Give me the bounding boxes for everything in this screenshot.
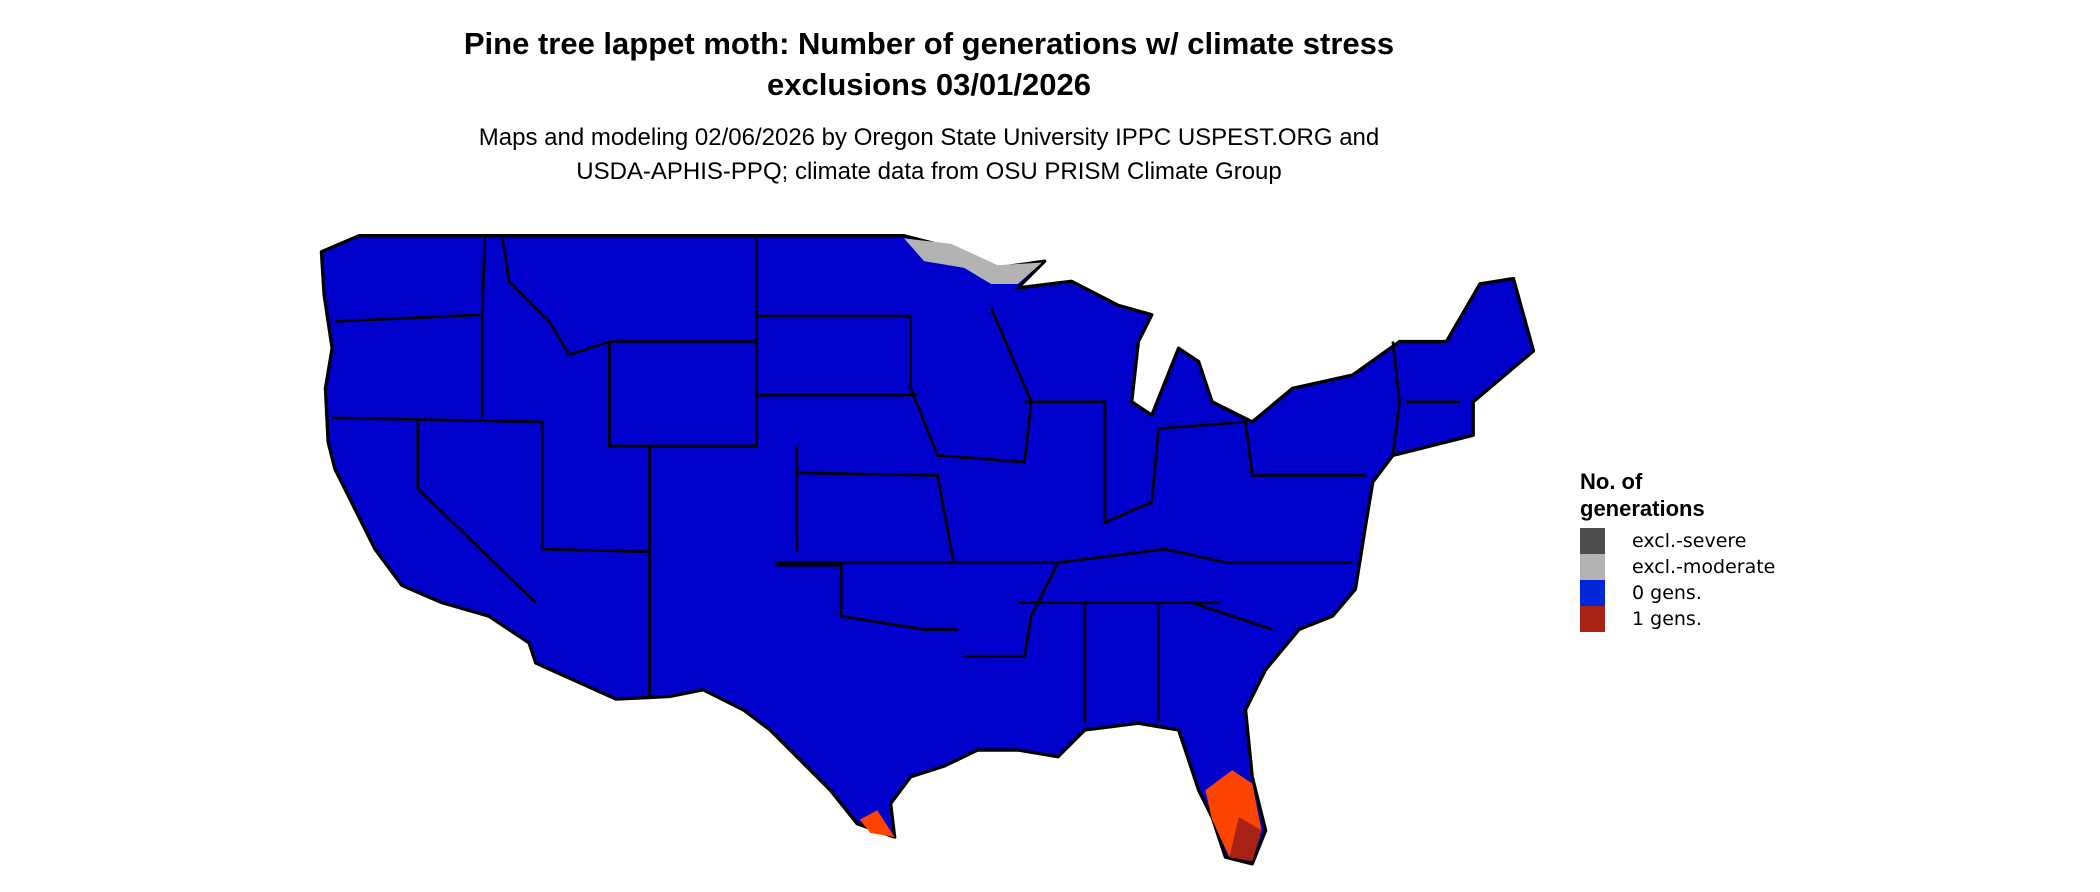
excl-moderate-region: [904, 238, 1042, 284]
legend-title-line2: generations: [1580, 496, 1705, 521]
legend-title-line1: No. of: [1580, 469, 1643, 494]
legend: No. of generations excl.-severe excl.-mod…: [1580, 468, 1775, 632]
map-subtitle-line2: USDA-APHIS-PPQ; climate data from OSU PR…: [576, 158, 1282, 185]
legend-label: excl.-severe: [1632, 530, 1747, 552]
legend-swatch: [1580, 554, 1605, 580]
legend-item: excl.-moderate: [1580, 554, 1775, 580]
legend-item: excl.-severe: [1580, 528, 1775, 554]
legend-item: 0 gens.: [1580, 580, 1775, 606]
legend-label: 1 gens.: [1632, 608, 1702, 630]
legend-label: excl.-moderate: [1632, 556, 1776, 578]
map-title-line2: exclusions 03/01/2026: [766, 67, 1091, 102]
state-borders: [332, 235, 1460, 724]
map-subtitle-line1: Maps and modeling 02/06/2026 by Oregon S…: [478, 124, 1380, 151]
legend-label: 0 gens.: [1632, 582, 1702, 604]
one-gen-florida-dark: [1229, 816, 1262, 862]
legend-swatch: [1580, 528, 1605, 554]
legend-swatch: [1580, 580, 1605, 606]
one-gen-texas: [859, 810, 895, 838]
us-outline: [319, 234, 1536, 866]
legend-item: 1 gens.: [1580, 606, 1775, 632]
map-title-line1: Pine tree lappet moth: Number of generat…: [463, 26, 1395, 61]
legend-swatch: [1580, 606, 1605, 632]
